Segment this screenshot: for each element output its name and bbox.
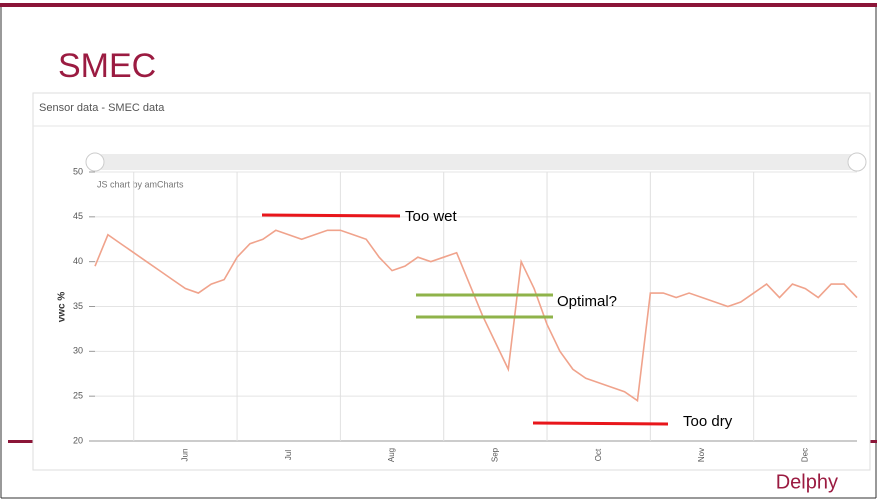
annotation-text: Too dry [683, 413, 733, 430]
y-tick-label: 35 [73, 301, 83, 311]
x-tick-label: Oct [594, 448, 603, 461]
y-tick-label: 40 [73, 256, 83, 266]
x-tick-label: Nov [697, 448, 706, 462]
deco-bar [8, 440, 38, 443]
x-tick-label: Dec [800, 448, 809, 462]
annotation-text: Optimal? [557, 293, 617, 310]
x-tick-label: Jun [181, 449, 190, 462]
scroll-handle[interactable] [847, 152, 867, 172]
line-series [94, 229, 858, 403]
x-tick-label: Jul [284, 450, 293, 460]
scrollbar[interactable] [95, 154, 857, 170]
x-tick-label: Sep [490, 447, 499, 462]
y-tick-label: 45 [73, 211, 83, 221]
deco-bar [866, 440, 877, 443]
footer-logo: Delphy [776, 471, 838, 493]
y-tick-label: 20 [73, 435, 83, 445]
panel-title: Sensor data - SMEC data [39, 102, 165, 114]
y-axis-label: vwc % [57, 292, 68, 323]
x-tick-label: Aug [387, 448, 396, 462]
slide-title: SMEC [58, 47, 156, 85]
annotation-line [261, 213, 401, 218]
y-tick-label: 25 [73, 391, 83, 401]
panel [32, 92, 871, 471]
annotation-text: Too wet [405, 208, 458, 225]
y-tick-label: 30 [73, 346, 83, 356]
scroll-handle[interactable] [85, 152, 105, 172]
plot: 20 25 30 35 40 45 50 Jun Jul Aug Sep Oct Nov Dec [73, 166, 858, 462]
watermark: JS chart by amCharts [97, 179, 184, 189]
annotation-line [532, 421, 669, 426]
top-bar [0, 3, 877, 7]
y-tick-label: 50 [73, 166, 83, 176]
